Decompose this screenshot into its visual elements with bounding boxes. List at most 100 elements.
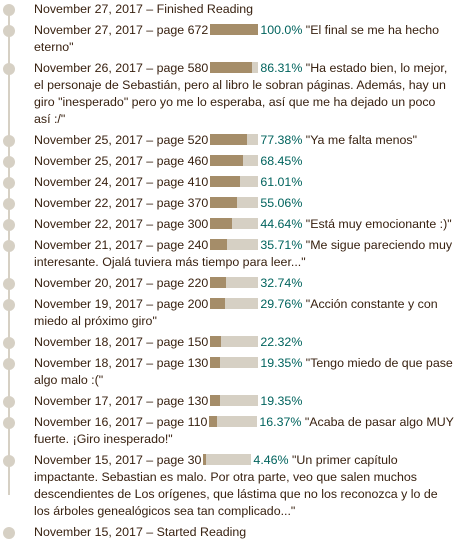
entry-date: November 27, 2017 [34, 23, 143, 37]
entry-date: November 25, 2017 [34, 133, 143, 147]
progress-comment: "Está muy emocionante :)" [305, 217, 452, 231]
progress-bar [210, 24, 259, 35]
entry-status: Finished Reading [156, 2, 254, 16]
progress-bar [210, 134, 259, 145]
entry-date: November 20, 2017 [34, 276, 143, 290]
progress-update-entry: November 19, 2017 – page 200 29.76% "Acci… [0, 296, 460, 330]
progress-bar [210, 176, 259, 187]
entry-date: November 25, 2017 [34, 154, 143, 168]
progress-bar-fill [209, 416, 218, 427]
entry-date: November 22, 2017 [34, 217, 143, 231]
entry-page: page 410 [156, 175, 209, 189]
progress-update-entry: November 21, 2017 – page 240 35.71% "Me s… [0, 237, 460, 271]
progress-percent: 22.32% [260, 335, 303, 349]
progress-bar-fill [210, 176, 240, 187]
progress-percent: 55.06% [260, 196, 303, 210]
entry-page: page 370 [156, 196, 209, 210]
progress-update-entry: November 24, 2017 – page 410 61.01% [0, 174, 460, 191]
progress-bar [209, 416, 258, 427]
progress-comment: "Acaba de pasar algo MUY fuerte. ¡Giro i… [34, 415, 454, 446]
progress-update-entry: November 18, 2017 – page 150 22.32% [0, 334, 460, 351]
timeline-dot [3, 527, 15, 539]
entry-page: page 460 [156, 154, 209, 168]
progress-bar-fill [210, 155, 244, 166]
progress-bar-fill [210, 62, 252, 73]
progress-bar-fill [210, 395, 220, 406]
progress-update-entry: November 16, 2017 – page 110 16.37% "Acab… [0, 414, 460, 448]
progress-bar [210, 336, 259, 347]
progress-update-entry: November 26, 2017 – page 580 86.31% "Ha e… [0, 60, 460, 128]
progress-bar [210, 62, 259, 73]
entry-page: page 200 [156, 297, 209, 311]
entry-page: page 240 [156, 238, 209, 252]
progress-bar [210, 197, 259, 208]
progress-update-entry: November 25, 2017 – page 460 68.45% [0, 153, 460, 170]
timeline-dot [3, 299, 15, 311]
progress-bar [210, 298, 259, 309]
progress-bar-fill [203, 454, 206, 465]
progress-percent: 68.45% [260, 154, 303, 168]
progress-comment: "Me sigue pareciendo muy interesante. Oj… [34, 238, 453, 269]
progress-percent: 77.38% [260, 133, 303, 147]
entry-date: November 15, 2017 [34, 525, 143, 539]
timeline-dot [3, 455, 15, 467]
timeline-dot [3, 156, 15, 168]
progress-bar-fill [210, 24, 259, 35]
entry-date: November 18, 2017 [34, 356, 143, 370]
entry-date: November 18, 2017 [34, 335, 143, 349]
entry-page: page 580 [156, 61, 209, 75]
entry-date: November 15, 2017 [34, 453, 143, 467]
progress-update-entry: November 22, 2017 – page 370 55.06% [0, 195, 460, 212]
progress-update-entry: November 15, 2017 – page 30 4.46% "Un pri… [0, 452, 460, 520]
timeline-dot [3, 4, 15, 16]
entry-date: November 24, 2017 [34, 175, 143, 189]
progress-update-entry: November 17, 2017 – page 130 19.35% [0, 393, 460, 410]
progress-percent: 29.76% [260, 297, 303, 311]
timeline-dot [3, 63, 15, 75]
entry-date: November 19, 2017 [34, 297, 143, 311]
progress-bar-fill [210, 134, 248, 145]
entry-date: November 16, 2017 [34, 415, 143, 429]
progress-percent: 100.0% [260, 23, 303, 37]
timeline-dot [3, 198, 15, 210]
entry-page: page 130 [156, 394, 209, 408]
progress-bar [210, 395, 259, 406]
timeline-dot [3, 358, 15, 370]
progress-percent: 61.01% [260, 175, 303, 189]
progress-percent: 44.64% [260, 217, 303, 231]
status-entry: November 27, 2017 – Finished Reading [0, 1, 460, 18]
timeline-dot [3, 135, 15, 147]
progress-update-entry: November 20, 2017 – page 220 32.74% [0, 275, 460, 292]
timeline-dot [3, 396, 15, 408]
entry-date: November 26, 2017 [34, 61, 143, 75]
status-entry: November 15, 2017 – Started Reading [0, 524, 460, 541]
progress-bar [210, 218, 259, 229]
progress-bar [210, 277, 259, 288]
progress-percent: 86.31% [260, 61, 303, 75]
progress-percent: 4.46% [253, 453, 289, 467]
progress-percent: 19.35% [260, 394, 303, 408]
entry-date: November 17, 2017 [34, 394, 143, 408]
entry-page: page 220 [156, 276, 209, 290]
progress-percent: 16.37% [259, 415, 302, 429]
progress-bar-fill [210, 197, 237, 208]
entry-page: page 130 [156, 356, 209, 370]
progress-update-entry: November 27, 2017 – page 672 100.0% "El f… [0, 22, 460, 56]
entry-page: page 150 [156, 335, 209, 349]
timeline-dot [3, 219, 15, 231]
entry-page: page 520 [156, 133, 209, 147]
timeline-dot [3, 337, 15, 349]
progress-comment: "Tengo miedo de que pase algo malo :(" [34, 356, 453, 387]
timeline-dot [3, 177, 15, 189]
entry-page: page 672 [156, 23, 209, 37]
timeline-dot [3, 278, 15, 290]
progress-update-entry: November 25, 2017 – page 520 77.38% "Ya m… [0, 132, 460, 149]
progress-bar-fill [210, 218, 232, 229]
entry-page: page 110 [156, 415, 208, 429]
progress-bar-fill [210, 239, 228, 250]
entry-date: November 21, 2017 [34, 238, 143, 252]
progress-bar [210, 239, 259, 250]
timeline-dot [3, 417, 15, 429]
